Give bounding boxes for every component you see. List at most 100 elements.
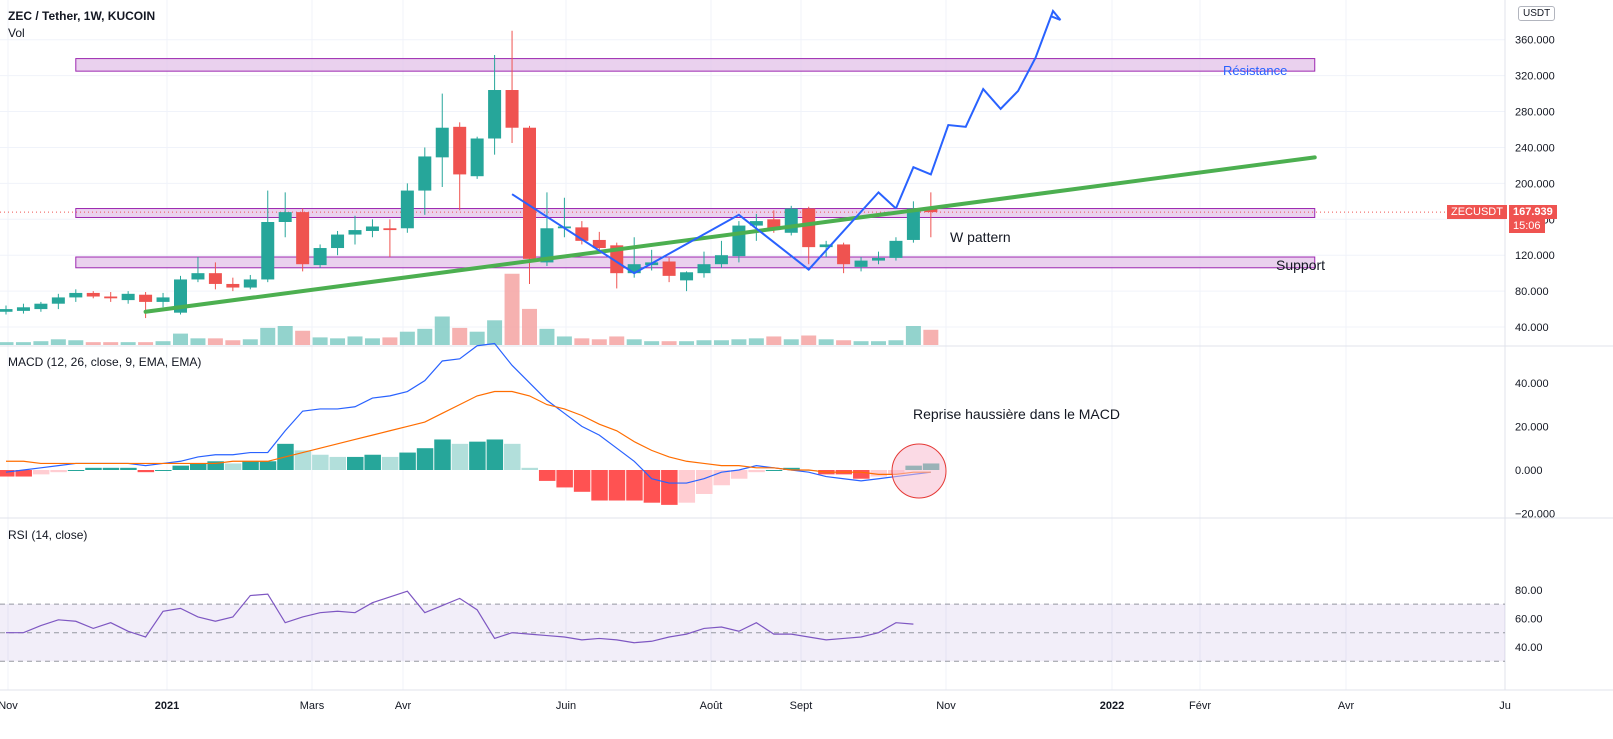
candle-body — [627, 264, 641, 274]
candle-body — [16, 307, 30, 311]
candle-body — [400, 190, 414, 229]
candle-body — [348, 230, 362, 235]
volume-bar — [138, 342, 154, 345]
drawings — [143, 9, 1317, 314]
macd-tick-label: −20.000 — [1515, 509, 1555, 521]
macd-histogram-bar — [521, 467, 538, 470]
macd-histogram-bar — [15, 470, 32, 477]
macd-tick-label: 0.000 — [1515, 465, 1543, 477]
volume-bar — [644, 341, 660, 345]
candle-body — [784, 208, 798, 233]
x-tick-label: Août — [700, 700, 723, 712]
zone-rect — [75, 208, 1316, 219]
macd-histogram-bar — [85, 467, 102, 470]
candle-body — [174, 279, 187, 313]
volume-bar — [522, 308, 537, 345]
price-tick-label: 320.000 — [1515, 71, 1555, 83]
candle-body — [191, 273, 205, 280]
volume-bar — [626, 339, 642, 345]
x-tick-label: Sept — [790, 700, 813, 712]
macd-histogram-bar — [486, 439, 504, 470]
volume-bar — [155, 341, 171, 345]
x-tick-label: Avr — [1338, 700, 1355, 712]
zones — [0, 58, 1505, 269]
price-tick-label: 80.000 — [1515, 286, 1549, 298]
rsi-title: RSI (14, close) — [8, 528, 88, 542]
candle-body — [767, 219, 781, 231]
macd-histogram-bar — [224, 463, 242, 470]
ticker-badge: ZECUSDT — [1447, 205, 1507, 219]
macd-histogram-bar — [696, 470, 713, 494]
candle-body — [662, 261, 676, 276]
macd-histogram-bar — [347, 456, 364, 470]
volume-label: Vol — [8, 26, 25, 40]
price-tick-label: 360.000 — [1515, 35, 1555, 47]
rsi-line — [6, 590, 914, 644]
candle-body — [470, 138, 484, 177]
candle-body — [540, 228, 554, 263]
volume-bar — [33, 341, 49, 345]
candle-body — [505, 90, 519, 128]
candles — [0, 30, 938, 319]
candle-body — [104, 296, 118, 299]
macd-histogram-bar — [312, 454, 329, 470]
volume-bar — [661, 341, 677, 345]
volume-bar — [609, 336, 625, 345]
candle-body — [261, 221, 275, 280]
x-tick-label: 2022 — [1100, 700, 1124, 712]
volume-bar — [748, 338, 764, 345]
volume-bar — [190, 338, 206, 345]
volume-bars — [0, 273, 939, 345]
rsi-tick-label: 60.00 — [1515, 613, 1543, 625]
volume-bar — [801, 335, 817, 345]
volume-bar — [487, 320, 503, 345]
currency-button[interactable]: USDT — [1518, 6, 1556, 21]
macd-histogram-bar — [242, 461, 259, 470]
price-tick-label: 40.000 — [1515, 322, 1549, 334]
volume-bar — [173, 333, 188, 345]
volume-bar — [85, 342, 101, 345]
rsi-tick-label: 80.00 — [1515, 585, 1543, 597]
candle-body — [278, 212, 292, 222]
volume-bar — [836, 340, 852, 345]
candle-body — [226, 283, 240, 288]
macd-histogram-bar — [207, 461, 224, 470]
countdown-badge: 15:06 — [1509, 219, 1545, 233]
macd-histogram-bar — [364, 454, 381, 470]
volume-bar — [417, 328, 433, 345]
macd-histogram-bar — [294, 450, 312, 470]
macd-histogram-bar — [870, 470, 887, 477]
candle-body — [680, 272, 694, 281]
volume-bar — [207, 338, 223, 345]
x-tick-label: Avr — [395, 700, 412, 712]
macd-histogram-bar — [67, 470, 85, 471]
macd-histogram-bar — [538, 470, 556, 481]
volume-bar — [68, 340, 84, 345]
x-tick-label: Nov — [0, 700, 18, 712]
volume-bar — [50, 339, 66, 345]
candle-body — [34, 303, 48, 310]
macd-histogram-bar — [399, 452, 416, 470]
macd-histogram-bar — [416, 448, 434, 470]
w-pattern-line — [511, 190, 897, 275]
candle-body — [331, 234, 345, 249]
volume-bar — [905, 326, 921, 345]
candle-body — [453, 126, 467, 175]
chart-title: ZEC / Tether, 1W, KUCOIN — [8, 9, 156, 23]
macd-histogram-bar — [102, 467, 120, 470]
volume-bar — [260, 327, 276, 345]
macd-histogram-bar — [120, 467, 137, 470]
candle-body — [435, 127, 449, 158]
volume-bar — [871, 341, 886, 345]
candle-body — [139, 294, 153, 302]
candle-body — [86, 292, 100, 297]
volume-bar — [853, 341, 869, 345]
macd-tick-label: 20.000 — [1515, 421, 1549, 433]
resistance-label: Résistance — [1223, 63, 1288, 78]
candle-body — [714, 255, 728, 265]
candle-body — [802, 208, 816, 248]
volume-bar — [713, 340, 729, 345]
candle-body — [418, 156, 432, 191]
volume-bar — [120, 342, 136, 345]
